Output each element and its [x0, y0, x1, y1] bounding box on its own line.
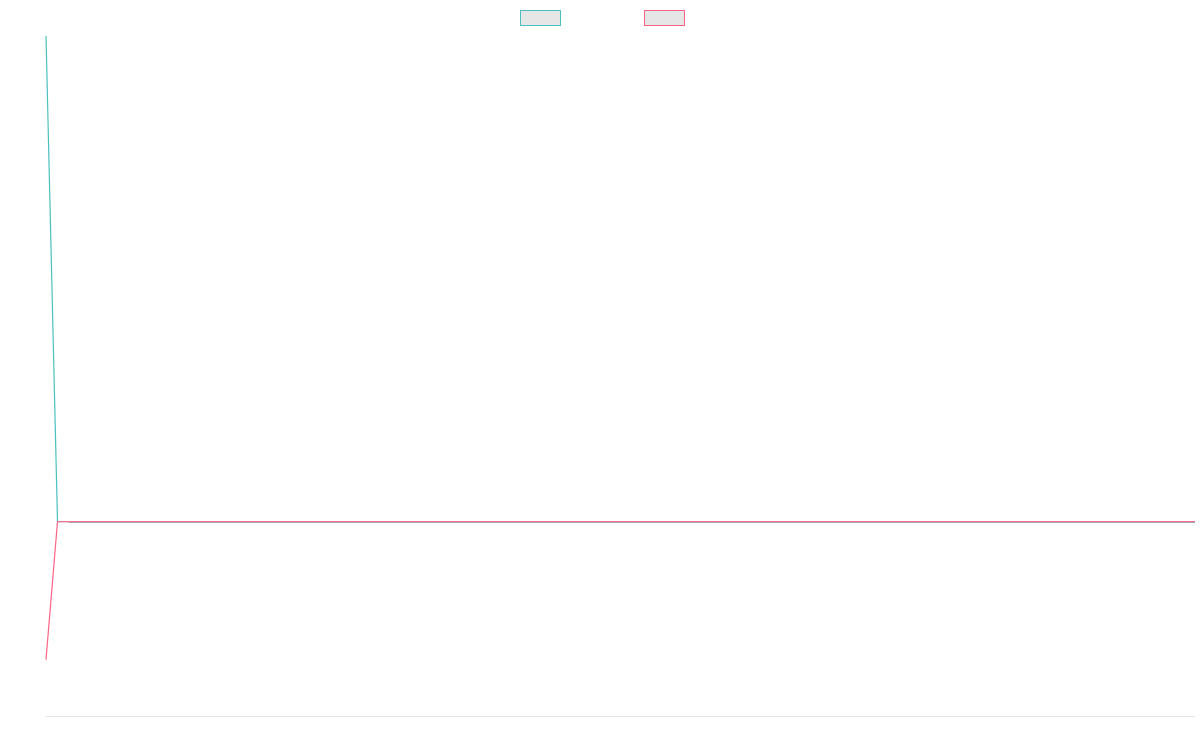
legend-swatch[interactable] [644, 10, 685, 26]
axes [46, 521, 1195, 717]
series-2-line [45, 521, 1195, 660]
legend-item-series-1[interactable] [520, 10, 561, 26]
series-layer [45, 35, 1195, 660]
legend-swatch[interactable] [520, 10, 561, 26]
series-1-line [45, 35, 1195, 523]
legend[interactable] [520, 10, 685, 26]
legend-item-series-2[interactable] [644, 10, 685, 26]
